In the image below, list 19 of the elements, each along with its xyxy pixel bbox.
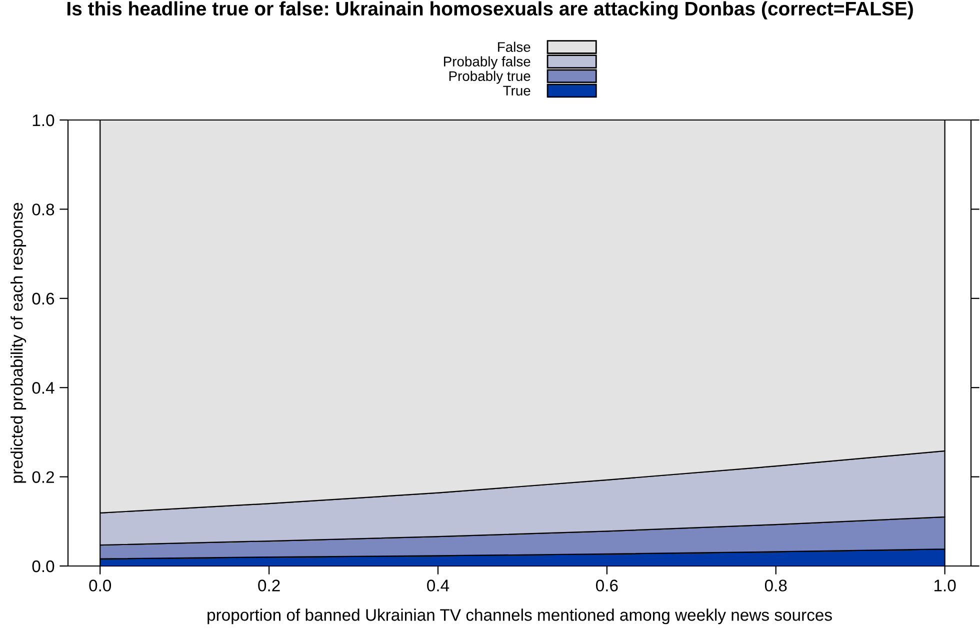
x-tick-label: 1.0 [934,580,956,592]
x-tick-label: 0.8 [764,580,787,592]
legend-label: True [503,86,530,96]
y-tick-label: 0.2 [32,471,54,484]
x-tick-label: 0.4 [427,580,450,592]
legend-label: Probably false [444,56,530,70]
x-axis-title: proportion of banned Ukrainian TV channels mentioned among weekly news sources [208,608,832,624]
y-tick-label: 0.4 [32,382,54,394]
y-tick-label: 0.0 [32,560,54,572]
chart-title: Is this headline true or false: Ukrainain homosexuals are attacking Donbas (correct=FALSE) [67,1,913,20]
x-tick-label: 0.6 [596,580,618,592]
y-tick-label: 0.6 [32,292,54,305]
legend-label: Probably true [449,70,530,84]
legend-label: False [498,42,530,52]
x-tick-label: 0.0 [89,580,112,592]
y-tick-label: 1.0 [32,114,54,126]
x-tick-label: 0.2 [258,580,280,592]
y-tick-label: 0.8 [32,204,54,216]
y-axis-title: predicted probability of each response [10,202,26,483]
